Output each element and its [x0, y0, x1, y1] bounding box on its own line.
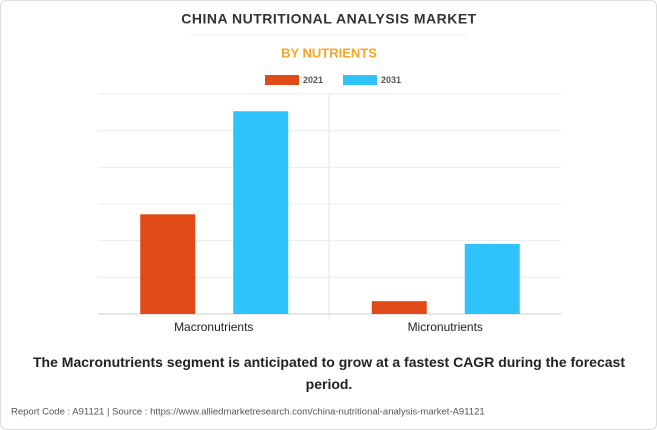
bar [233, 111, 289, 314]
legend-swatch [343, 75, 377, 85]
bar [371, 301, 427, 314]
legend-label: 2031 [381, 75, 401, 85]
note-part: period. [306, 376, 353, 392]
x-tick-label: Micronutrients [408, 320, 483, 334]
note-part: The Macronutrients segment is anticipate… [33, 354, 625, 370]
chart-title: CHINA NUTRITIONAL ANALYSIS MARKET [181, 11, 476, 27]
x-tick-label: Macronutrients [174, 320, 253, 334]
chart-subtitle: BY NUTRIENTS [281, 45, 377, 60]
legend-swatch [265, 75, 299, 85]
note-line: The Macronutrients segment is anticipate… [33, 354, 625, 392]
footer: Report Code : A91121 | Source : https://… [11, 407, 485, 418]
bar [464, 243, 520, 314]
bar [140, 214, 196, 314]
legend-label: 2021 [303, 75, 323, 85]
